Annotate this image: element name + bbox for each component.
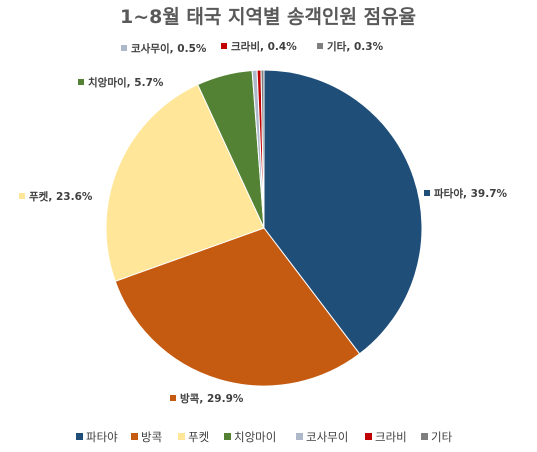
legend-label-5: 크라비 [375,430,407,444]
chart-title: 1~8월 태국 지역별 송객인원 점유율 [120,6,416,28]
data-label-key-2 [19,193,25,199]
data-label-key-5 [221,43,227,49]
pie-slice-6 [260,69,265,229]
legend-swatch-1 [131,433,138,440]
legend-swatch-4 [296,433,303,440]
legend: 파타야 방콕 푸켓 치앙마이 코사무이 크라비 기타 [76,430,453,444]
legend-label-3: 치앙마이 [234,430,276,444]
data-label-1: 방콕, 29.9% [180,392,244,405]
pie-slice-0 [263,69,423,355]
data-label-6: 기타, 0.3% [327,40,384,53]
data-label-key-0 [424,190,430,196]
legend-label-4: 코사무이 [306,430,348,444]
pie-slice-1 [114,227,361,387]
data-label-2: 푸켓, 23.6% [29,190,93,203]
data-label-key-1 [170,395,176,401]
data-label-4: 코사무이, 0.5% [131,42,207,55]
legend-swatch-6 [421,433,428,440]
data-label-5: 크라비, 0.4% [231,40,297,53]
legend-label-0: 파타야 [86,430,118,444]
pie-slice-2 [105,83,265,282]
legend-label-6: 기타 [431,430,453,444]
data-label-key-4 [121,45,127,51]
data-labels: 파타야, 39.7% 방콕, 29.9% 푸켓, 23.6% 치앙마이, 5.7% 코사… [19,40,508,405]
data-label-3: 치앙마이, 5.7% [88,76,164,89]
data-label-key-6 [317,43,323,49]
legend-swatch-5 [365,433,372,440]
legend-label-2: 푸켓 [188,430,209,444]
data-label-0: 파타야, 39.7% [434,187,508,200]
legend-swatch-3 [224,433,231,440]
legend-swatch-0 [76,433,83,440]
data-label-key-3 [78,79,84,85]
legend-label-1: 방콕 [141,430,162,444]
legend-swatch-2 [178,433,185,440]
pie-slices [105,69,423,387]
